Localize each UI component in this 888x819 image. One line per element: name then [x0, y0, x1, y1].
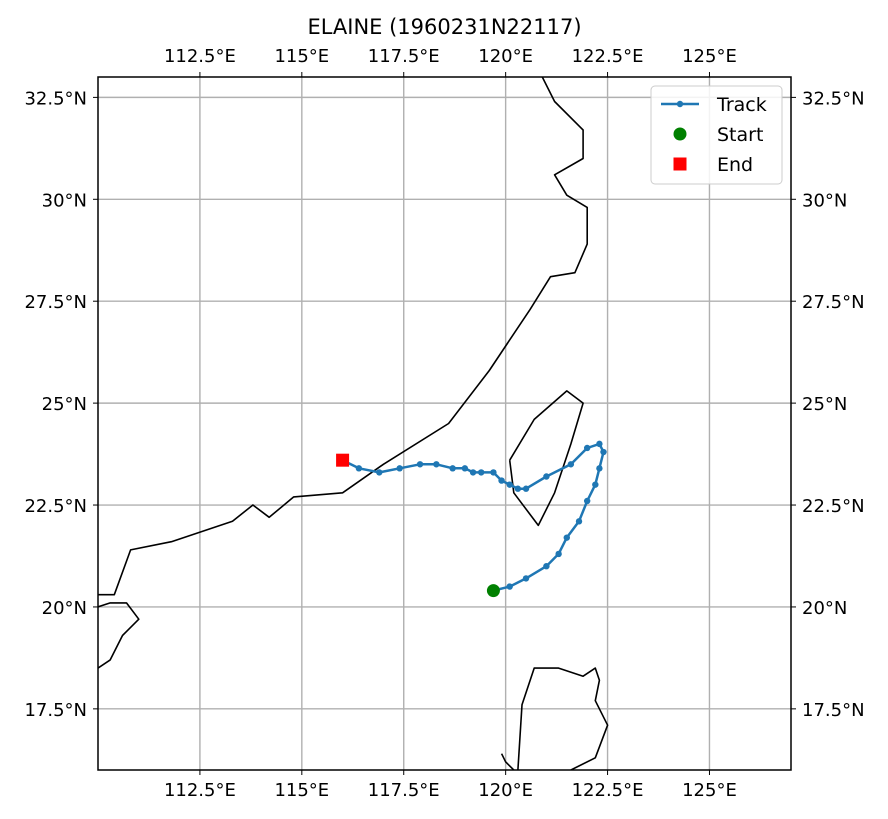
- lat-label-left: 25°N: [42, 394, 87, 415]
- track-point: [575, 518, 583, 525]
- lon-label-bottom: 115°E: [274, 780, 329, 801]
- lat-label-left: 17.5°N: [24, 700, 87, 721]
- end-marker: [336, 453, 350, 467]
- lon-label-bottom: 120°E: [478, 780, 533, 801]
- lat-label-left: 30°N: [42, 190, 87, 211]
- track-point: [506, 481, 513, 488]
- lon-label-top: 122.5°E: [572, 46, 644, 67]
- track-point: [600, 448, 607, 456]
- lat-label-right: 27.5°N: [802, 292, 865, 313]
- lat-label-right: 22.5°N: [802, 496, 865, 517]
- track-point: [469, 469, 477, 476]
- track-point: [514, 485, 522, 492]
- lon-label-top: 120°E: [478, 46, 533, 67]
- track-point: [555, 550, 562, 558]
- lat-label-right: 30°N: [802, 190, 847, 211]
- coastline: [508, 390, 584, 527]
- lon-label-bottom: 122.5°E: [572, 780, 644, 801]
- lat-label-left: 22.5°N: [24, 496, 87, 517]
- coastline: [98, 77, 589, 596]
- legend-track-label: Track: [716, 94, 767, 116]
- track-point: [433, 461, 440, 468]
- track-point: [543, 562, 550, 570]
- track-point: [396, 465, 403, 472]
- axis-ticks: 112.5°E 112.5°E 115°E 115°E 117.5°E 117.5°E 12…: [24, 46, 864, 801]
- track-point: [461, 465, 469, 472]
- lon-label-top: 112.5°E: [164, 46, 236, 67]
- storm-track: [336, 440, 607, 598]
- lon-label-top: 115°E: [274, 46, 329, 67]
- track-point: [522, 485, 530, 492]
- map-frame: [97, 76, 792, 771]
- track-point: [477, 469, 485, 476]
- track-point: [583, 444, 591, 452]
- track-point: [522, 575, 530, 582]
- coastline: [500, 753, 515, 770]
- start-marker: [486, 584, 500, 598]
- lon-label-bottom: 112.5°E: [164, 780, 236, 801]
- coastlines: [98, 77, 609, 770]
- lon-label-top: 125°E: [682, 46, 737, 67]
- track-point: [498, 477, 505, 484]
- lat-label-left: 32.5°N: [24, 88, 87, 109]
- lat-label-right: 17.5°N: [802, 700, 865, 721]
- lon-label-bottom: 117.5°E: [368, 780, 440, 801]
- legend-end-label: End: [717, 154, 753, 176]
- track-point: [596, 440, 603, 448]
- legend: Track Start End: [650, 85, 783, 185]
- track-point: [543, 473, 550, 480]
- legend-start-marker: [673, 127, 687, 141]
- lat-label-right: 20°N: [802, 598, 847, 619]
- lat-label-right: 32.5°N: [802, 88, 865, 109]
- track-point: [449, 465, 456, 472]
- track-point: [416, 461, 424, 468]
- track-point: [567, 461, 575, 468]
- lon-label-bottom: 125°E: [682, 780, 737, 801]
- map-title: ELAINE (1960231N22117): [307, 15, 581, 39]
- legend-start-label: Start: [717, 124, 763, 146]
- track-point: [506, 583, 513, 590]
- lat-label-left: 27.5°N: [24, 292, 87, 313]
- track-point: [355, 465, 363, 472]
- track-point: [376, 469, 383, 476]
- coastline: [517, 667, 609, 770]
- lon-label-top: 117.5°E: [368, 46, 440, 67]
- track-point: [490, 469, 497, 476]
- track-point: [596, 465, 603, 472]
- lat-label-right: 25°N: [802, 394, 847, 415]
- coastline: [98, 602, 140, 669]
- track-point: [583, 497, 591, 505]
- track-point: [592, 481, 599, 488]
- track-point: [563, 534, 570, 541]
- legend-track-marker: [676, 100, 684, 108]
- legend-end-marker: [673, 157, 687, 171]
- lat-label-left: 20°N: [42, 598, 87, 619]
